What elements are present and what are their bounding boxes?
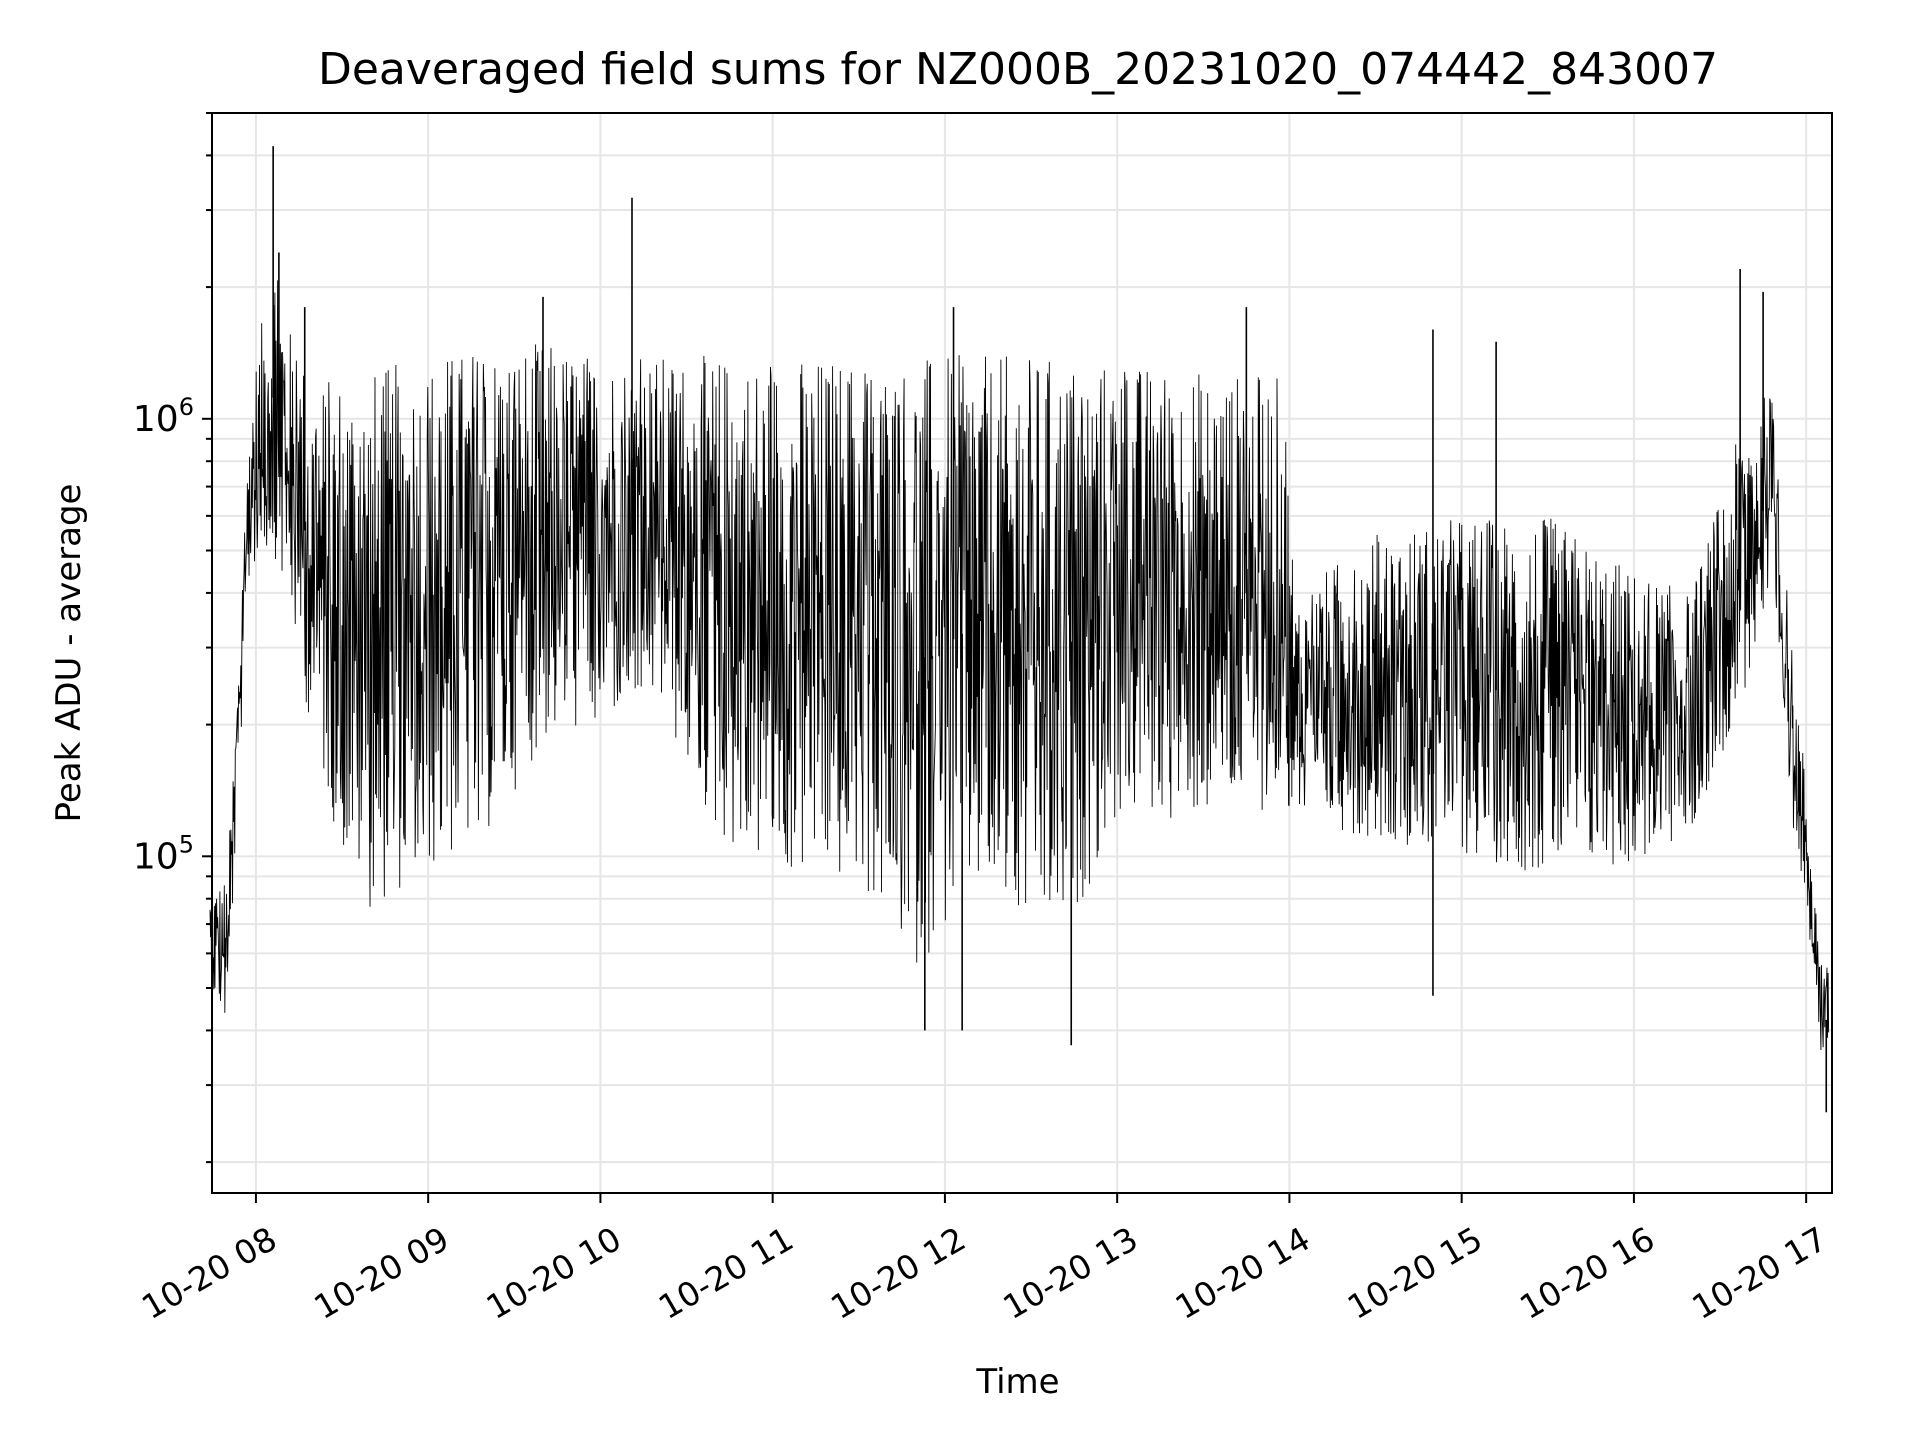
y-tick-label: 105 <box>133 830 194 877</box>
y-axis-label: Peak ADU - average <box>49 484 89 823</box>
x-axis-label: Time <box>975 1362 1059 1402</box>
y-tick-label: 106 <box>133 393 194 440</box>
data-layer <box>209 146 1833 1183</box>
chart-title: Deaveraged field sums for NZ000B_2023102… <box>318 44 1718 95</box>
plot-frame <box>211 112 1833 1194</box>
data-series-line <box>209 280 1830 1051</box>
